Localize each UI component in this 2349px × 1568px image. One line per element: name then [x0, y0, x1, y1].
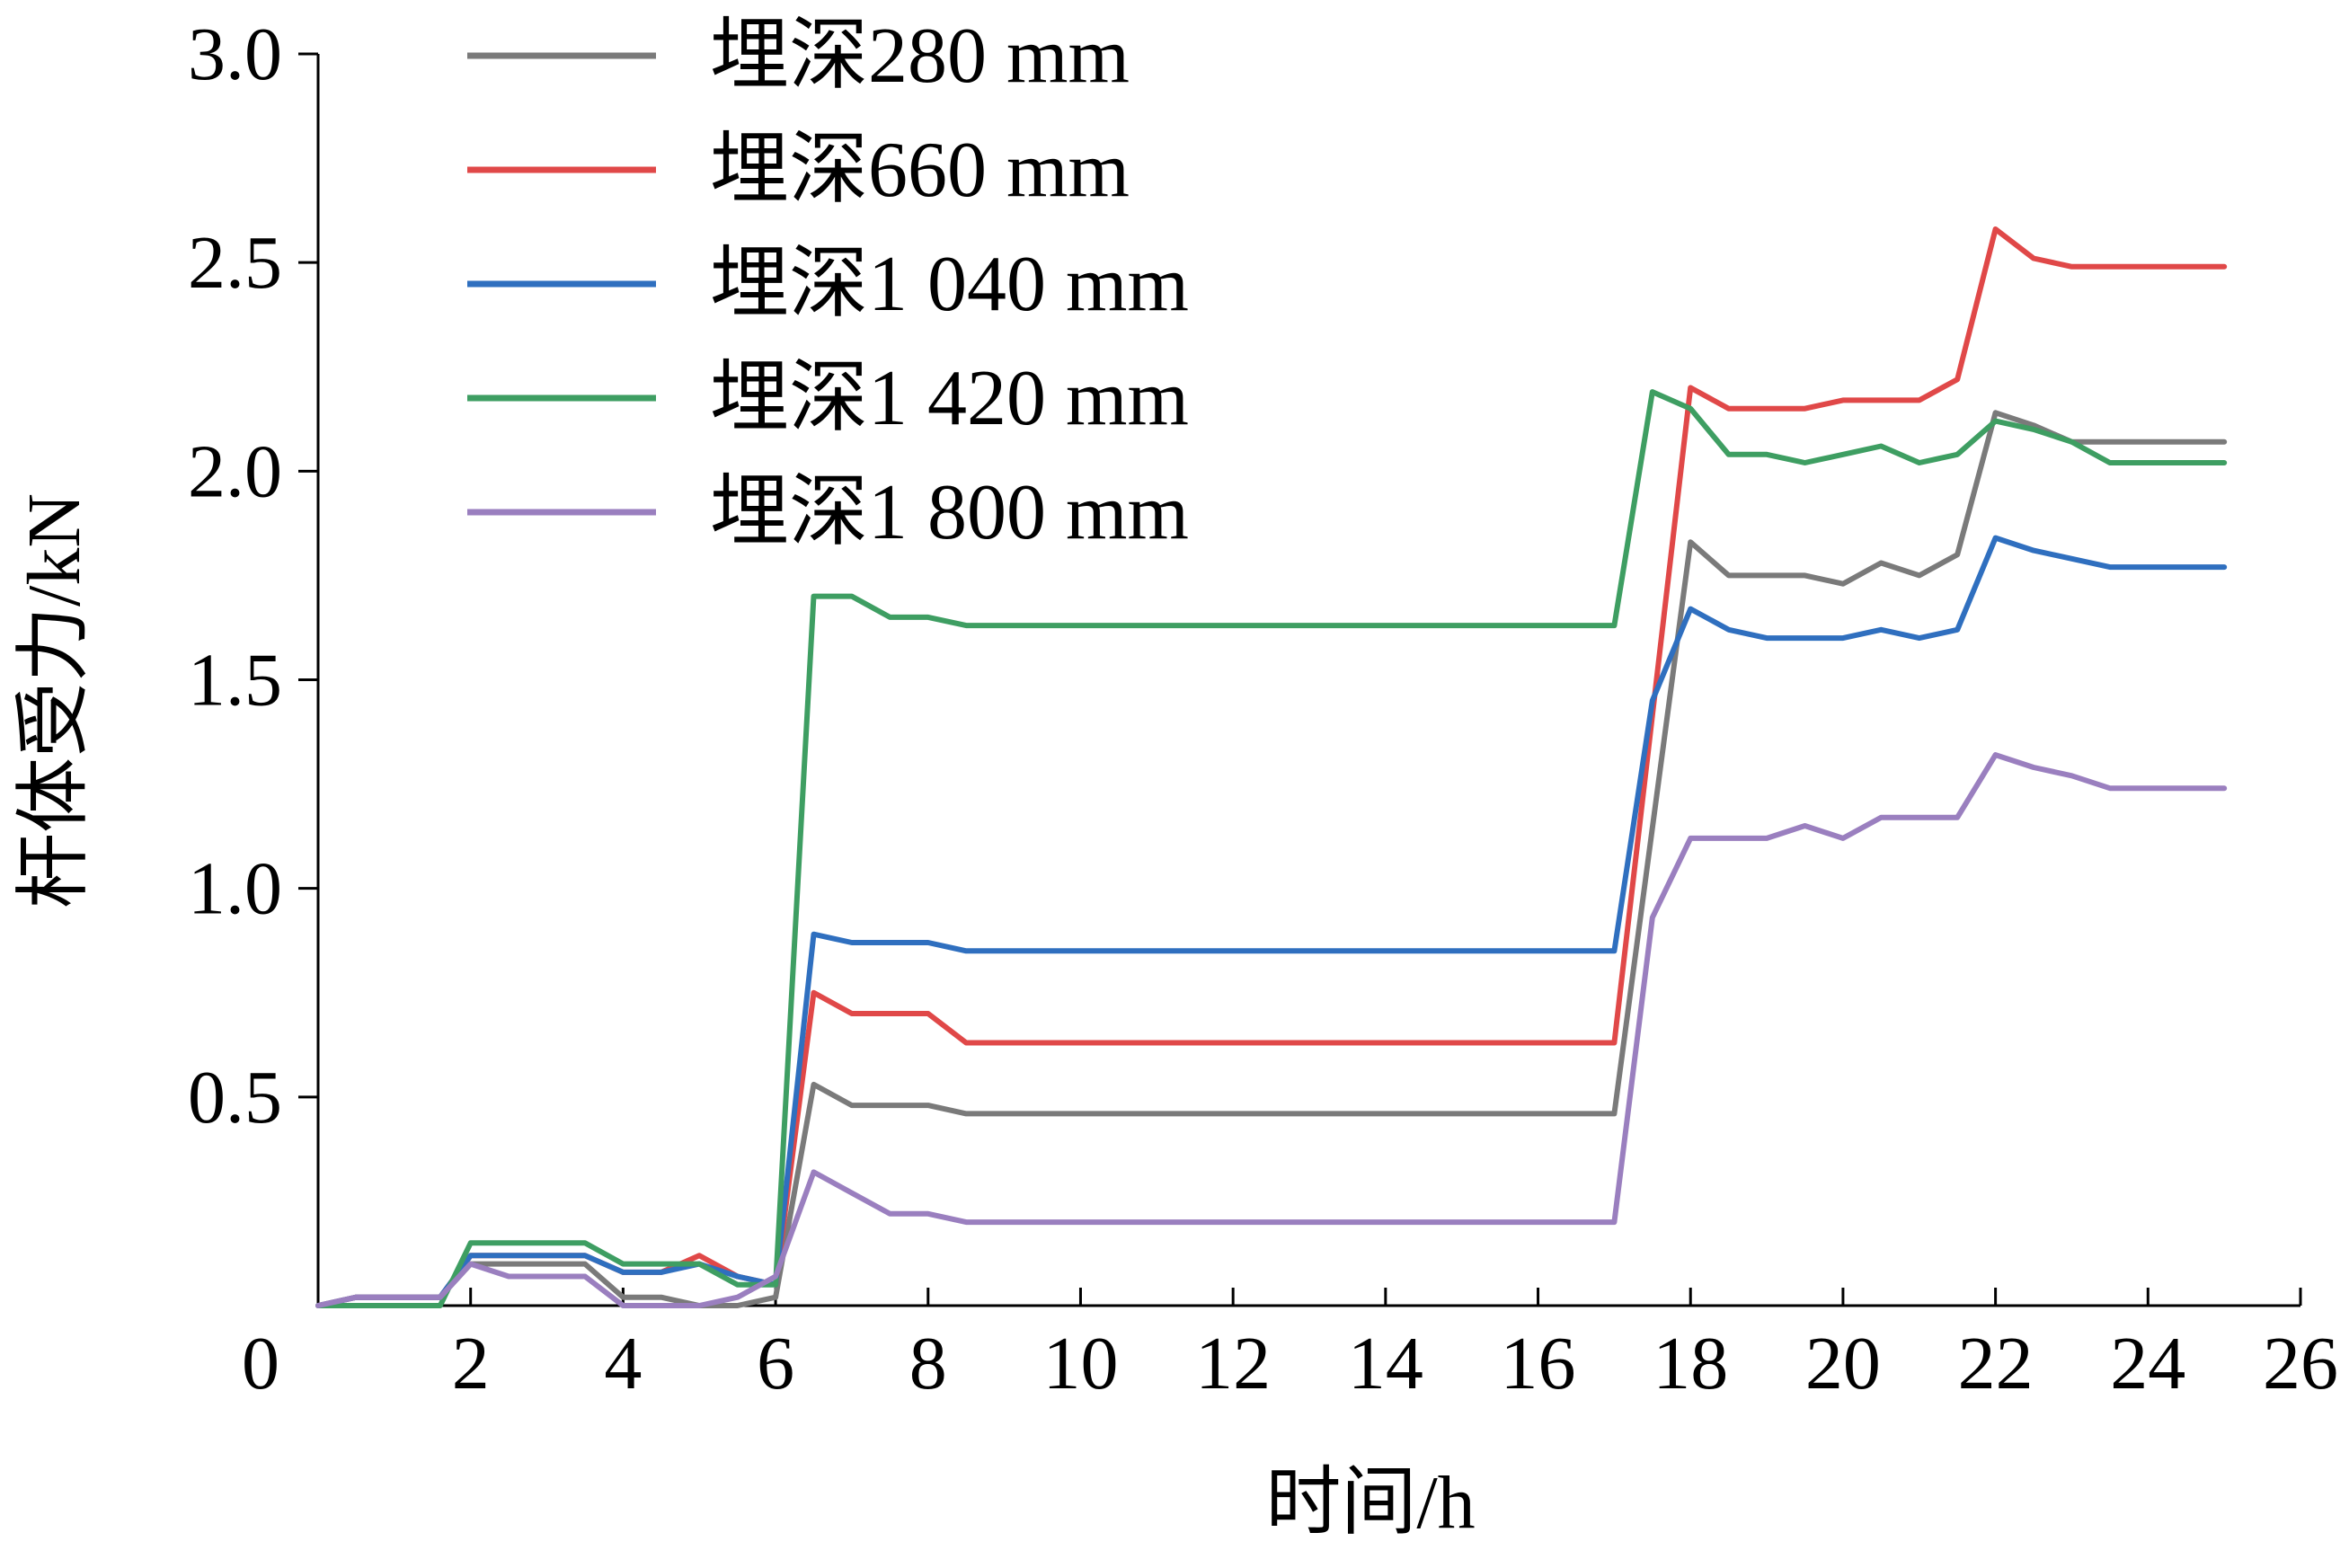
series-line-1: [315, 410, 2228, 1308]
x-tick-label: 18: [1653, 1322, 1728, 1405]
series-line-5: [315, 752, 2228, 1308]
y-axis-label: 杆体受力/kN: [13, 493, 96, 908]
legend-label-3: 埋深1 040 mm: [710, 241, 1189, 328]
x-tick-label: 22: [1958, 1322, 2034, 1405]
x-tick-label: 4: [604, 1322, 642, 1405]
legend-label-2: 埋深660 mm: [710, 127, 1130, 214]
x-tick-label: 14: [1348, 1322, 1423, 1405]
legend: 埋深280 mm 埋深660 mm 埋深1 040 mm 埋深1 420 mm 埋深1 …: [467, 13, 1189, 556]
y-tick-label: 3.0: [188, 13, 282, 96]
series-line-3: [315, 535, 2228, 1308]
series-line-2: [315, 226, 2228, 1308]
x-tick-label: 16: [1501, 1322, 1576, 1405]
axes: 0 2 4 6 8 10 12 14 16 18 20 22 24 260.51.01.52.02.53.…: [188, 13, 2338, 1405]
series-line-4: [315, 389, 2228, 1308]
legend-label-1: 埋深280 mm: [710, 13, 1130, 100]
y-tick-label: 0.5: [188, 1056, 282, 1139]
x-tick-label: 24: [2110, 1322, 2185, 1405]
x-tick-label: 10: [1042, 1322, 1118, 1405]
series-lines: [315, 226, 2228, 1308]
x-axis-label: 时间/h: [1265, 1461, 1475, 1545]
y-tick-label: 1.0: [188, 847, 282, 931]
y-tick-label: 1.5: [188, 639, 282, 722]
x-tick-label: 2: [452, 1322, 490, 1405]
x-tick-label: 6: [757, 1322, 794, 1405]
x-tick-label: 12: [1195, 1322, 1271, 1405]
y-tick-label: 2.0: [188, 430, 282, 513]
y-tick-label: 2.5: [188, 221, 282, 305]
x-tick-label: 8: [909, 1322, 947, 1405]
x-tick-label: 20: [1805, 1322, 1881, 1405]
legend-label-4: 埋深1 420 mm: [710, 355, 1189, 442]
legend-label-5: 埋深1 800 mm: [710, 469, 1189, 556]
x-tick-label: 0: [242, 1322, 279, 1405]
x-tick-label: 26: [2263, 1322, 2338, 1405]
